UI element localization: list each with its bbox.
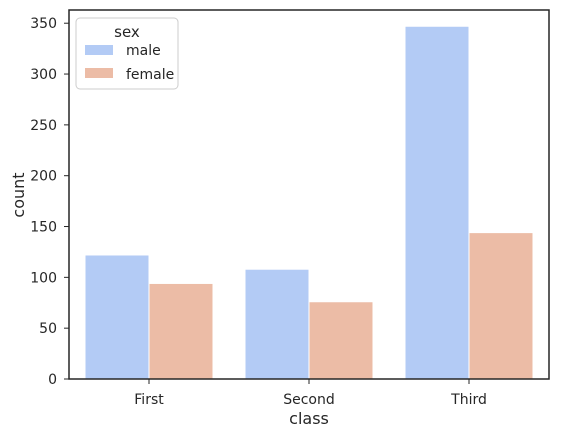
x-axis-ticks: First Second Third bbox=[134, 379, 487, 408]
y-tick-label: 350 bbox=[30, 16, 57, 32]
legend-label-male: male bbox=[126, 43, 161, 59]
x-axis-title: class bbox=[289, 409, 329, 428]
y-tick-label: 200 bbox=[30, 169, 57, 185]
y-tick-label: 0 bbox=[48, 372, 57, 388]
legend-swatch-male bbox=[85, 45, 113, 55]
y-axis-ticks: 0 50 100 150 200 250 300 350 bbox=[30, 16, 69, 388]
x-tick-label: Third bbox=[450, 392, 487, 408]
x-tick-label: First bbox=[134, 392, 164, 408]
legend-swatch-female bbox=[85, 68, 113, 78]
y-axis-title: count bbox=[9, 172, 28, 217]
bar-female-third bbox=[468, 232, 534, 380]
bar-male-second bbox=[244, 268, 310, 380]
bar-female-second bbox=[308, 301, 374, 380]
bar-male-third bbox=[404, 25, 470, 380]
y-tick-label: 150 bbox=[30, 220, 57, 236]
legend-title: sex bbox=[114, 23, 140, 41]
bar-male-first bbox=[84, 254, 150, 380]
plot-frame bbox=[68, 9, 550, 380]
y-tick-label: 300 bbox=[30, 67, 57, 83]
x-tick-label: Second bbox=[283, 392, 335, 408]
bars-layer bbox=[84, 25, 534, 380]
legend: sex male female bbox=[75, 17, 179, 90]
y-tick-label: 50 bbox=[39, 321, 57, 337]
legend-label-female: female bbox=[126, 67, 174, 83]
bar-female-first bbox=[148, 282, 214, 380]
y-tick-label: 100 bbox=[30, 270, 57, 286]
y-tick-label: 250 bbox=[30, 118, 57, 134]
